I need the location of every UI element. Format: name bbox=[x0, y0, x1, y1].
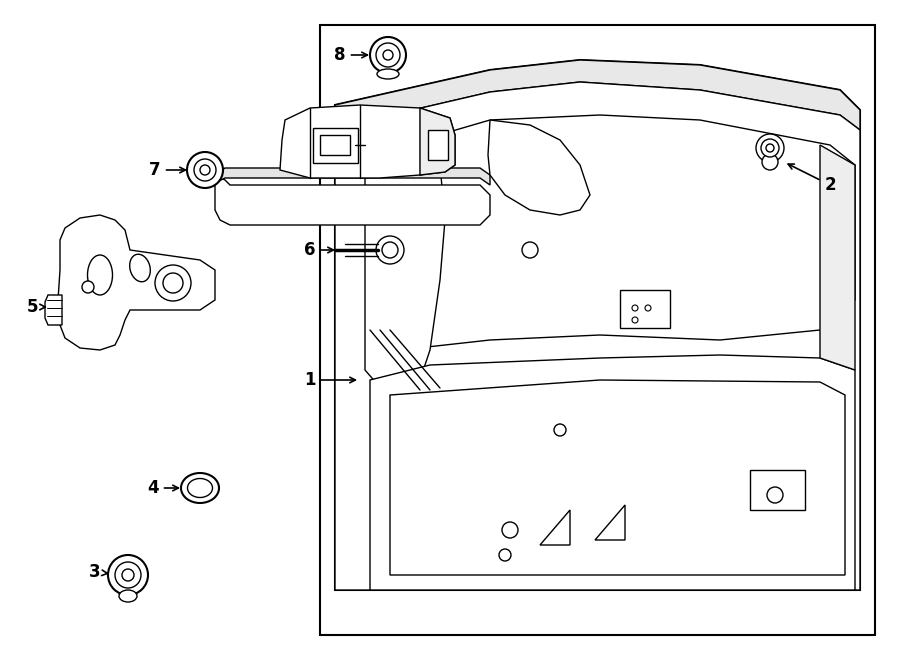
Polygon shape bbox=[420, 108, 455, 175]
Circle shape bbox=[155, 265, 191, 301]
Polygon shape bbox=[280, 105, 455, 178]
Text: 5: 5 bbox=[26, 298, 45, 316]
Polygon shape bbox=[488, 120, 590, 215]
Circle shape bbox=[82, 281, 94, 293]
Bar bbox=[428, 130, 448, 160]
Circle shape bbox=[767, 487, 783, 503]
Circle shape bbox=[376, 236, 404, 264]
Circle shape bbox=[766, 144, 774, 152]
Polygon shape bbox=[365, 145, 445, 390]
Polygon shape bbox=[595, 505, 625, 540]
Circle shape bbox=[122, 569, 134, 581]
Ellipse shape bbox=[87, 255, 112, 295]
Ellipse shape bbox=[130, 254, 150, 282]
Circle shape bbox=[163, 273, 183, 293]
Polygon shape bbox=[58, 215, 215, 350]
Polygon shape bbox=[390, 380, 845, 575]
Text: 3: 3 bbox=[89, 563, 107, 581]
Circle shape bbox=[645, 305, 651, 311]
Polygon shape bbox=[335, 60, 860, 130]
Text: 8: 8 bbox=[334, 46, 367, 64]
Circle shape bbox=[762, 154, 778, 170]
Circle shape bbox=[632, 305, 638, 311]
Text: 7: 7 bbox=[149, 161, 185, 179]
Bar bbox=[320, 135, 350, 155]
Polygon shape bbox=[540, 510, 570, 545]
Circle shape bbox=[200, 165, 210, 175]
Polygon shape bbox=[370, 355, 855, 590]
Polygon shape bbox=[45, 295, 62, 325]
Circle shape bbox=[383, 50, 393, 60]
Text: 1: 1 bbox=[304, 371, 356, 389]
Circle shape bbox=[756, 134, 784, 162]
Ellipse shape bbox=[377, 69, 399, 79]
Circle shape bbox=[194, 159, 216, 181]
Polygon shape bbox=[370, 115, 855, 370]
Circle shape bbox=[522, 242, 538, 258]
Polygon shape bbox=[215, 175, 490, 225]
Bar bbox=[620, 290, 670, 328]
Circle shape bbox=[632, 317, 638, 323]
Polygon shape bbox=[335, 82, 860, 590]
Polygon shape bbox=[215, 168, 490, 185]
Ellipse shape bbox=[181, 473, 219, 503]
Circle shape bbox=[376, 43, 400, 67]
Circle shape bbox=[108, 555, 148, 595]
Circle shape bbox=[187, 152, 223, 188]
Ellipse shape bbox=[119, 590, 137, 602]
Polygon shape bbox=[335, 60, 860, 590]
Text: 6: 6 bbox=[304, 241, 333, 259]
Bar bbox=[313, 128, 358, 163]
Text: 4: 4 bbox=[148, 479, 178, 497]
Circle shape bbox=[370, 37, 406, 73]
Circle shape bbox=[554, 424, 566, 436]
Circle shape bbox=[502, 522, 518, 538]
Polygon shape bbox=[320, 25, 875, 635]
Circle shape bbox=[761, 139, 779, 157]
Polygon shape bbox=[820, 145, 855, 370]
Bar bbox=[750, 470, 805, 510]
Ellipse shape bbox=[187, 479, 212, 498]
Text: 2: 2 bbox=[788, 164, 836, 194]
Circle shape bbox=[382, 242, 398, 258]
Circle shape bbox=[499, 549, 511, 561]
Circle shape bbox=[115, 562, 141, 588]
